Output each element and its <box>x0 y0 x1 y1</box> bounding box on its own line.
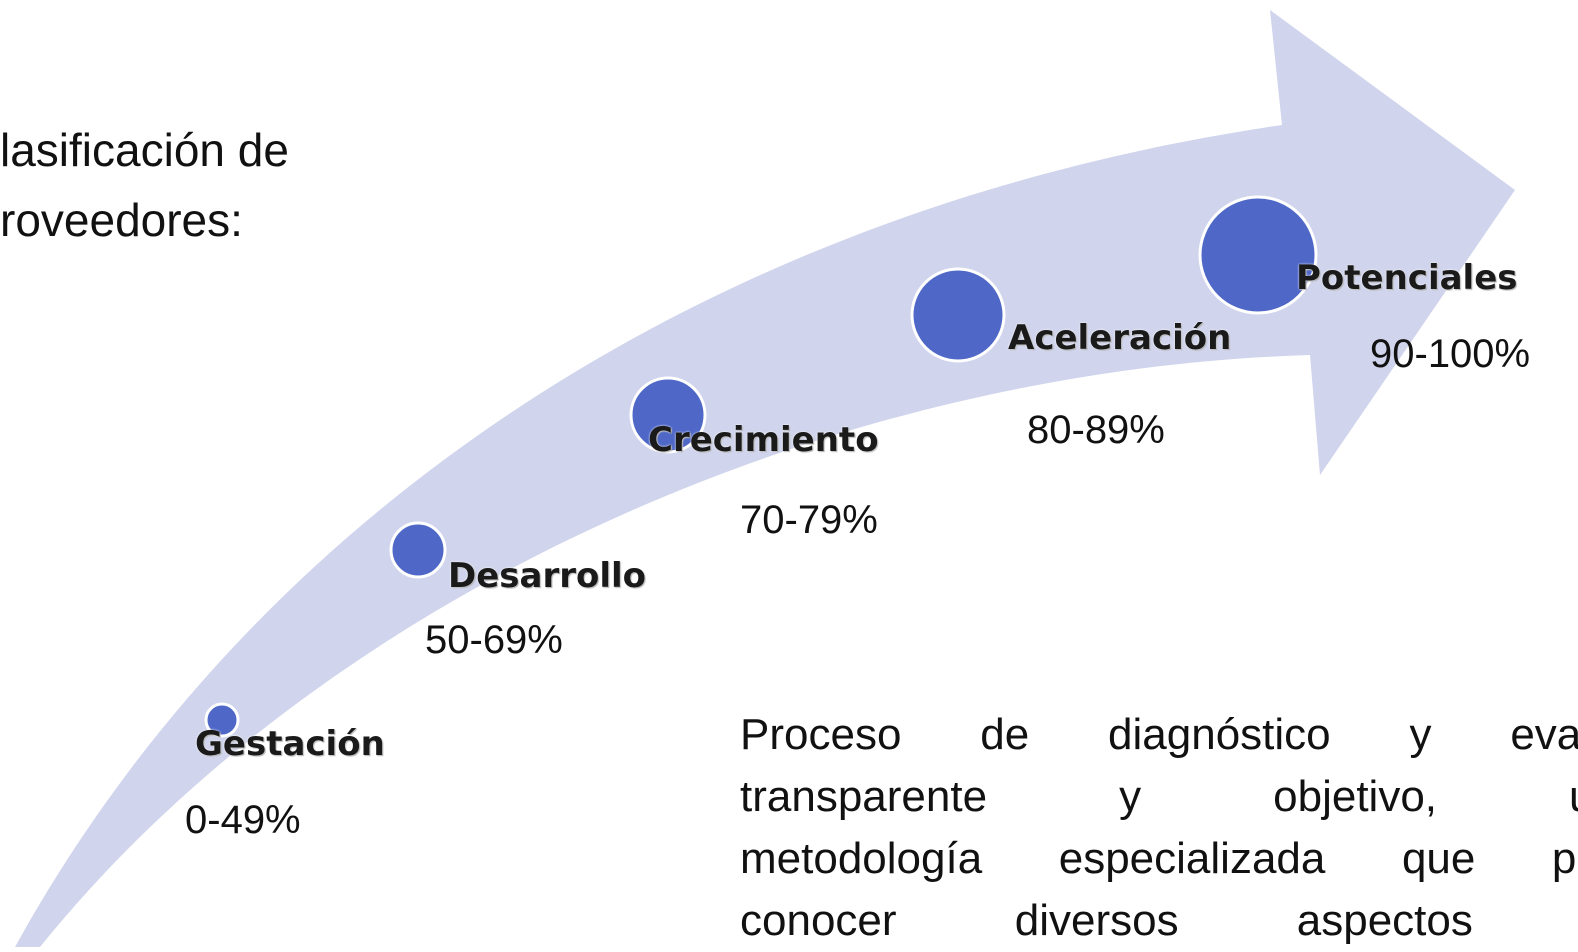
stage-range: 80-89% <box>1027 408 1165 452</box>
stage-dot <box>204 702 240 738</box>
stage-range: 0-49% <box>185 798 301 842</box>
description-line: transparente y objetivo, usa <box>740 772 1578 821</box>
title-line: lasificación de <box>0 124 289 176</box>
description-line: Proceso de diagnóstico y evalua <box>740 710 1578 759</box>
stage-label: Potenciales <box>1296 258 1518 298</box>
stage-label: Crecimiento <box>648 420 879 460</box>
stage-range: 50-69% <box>425 618 563 662</box>
title-line: roveedores: <box>0 194 243 246</box>
stage-dot <box>1198 195 1318 315</box>
stage-dot <box>910 267 1006 363</box>
growth-arrow <box>15 10 1515 947</box>
stage-label: Desarrollo <box>448 556 647 596</box>
stage-label: Gestación <box>195 724 385 764</box>
stage-range: 90-100% <box>1370 332 1531 376</box>
description-line: conocer diversos aspectos de <box>740 896 1578 945</box>
stage-range: 70-79% <box>740 498 878 542</box>
description-line: metodología especializada que pern <box>740 834 1578 883</box>
stage-dot <box>629 376 707 454</box>
stage-dot <box>389 521 447 579</box>
stage-label: Aceleración <box>1008 318 1232 358</box>
